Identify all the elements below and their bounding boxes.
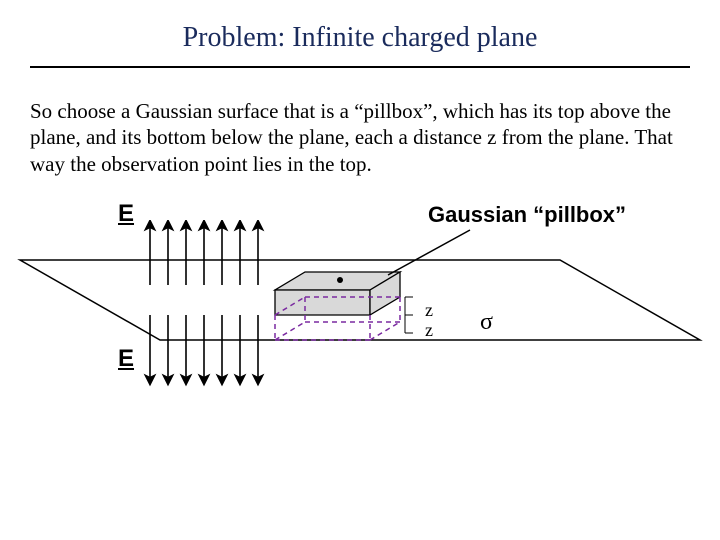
title-rule [30,66,690,68]
diagram-svg [0,220,720,420]
slide-title: Problem: Infinite charged plane [0,22,720,54]
slide: Problem: Infinite charged plane So choos… [0,0,720,540]
body-paragraph: So choose a Gaussian surface that is a “… [30,98,690,177]
